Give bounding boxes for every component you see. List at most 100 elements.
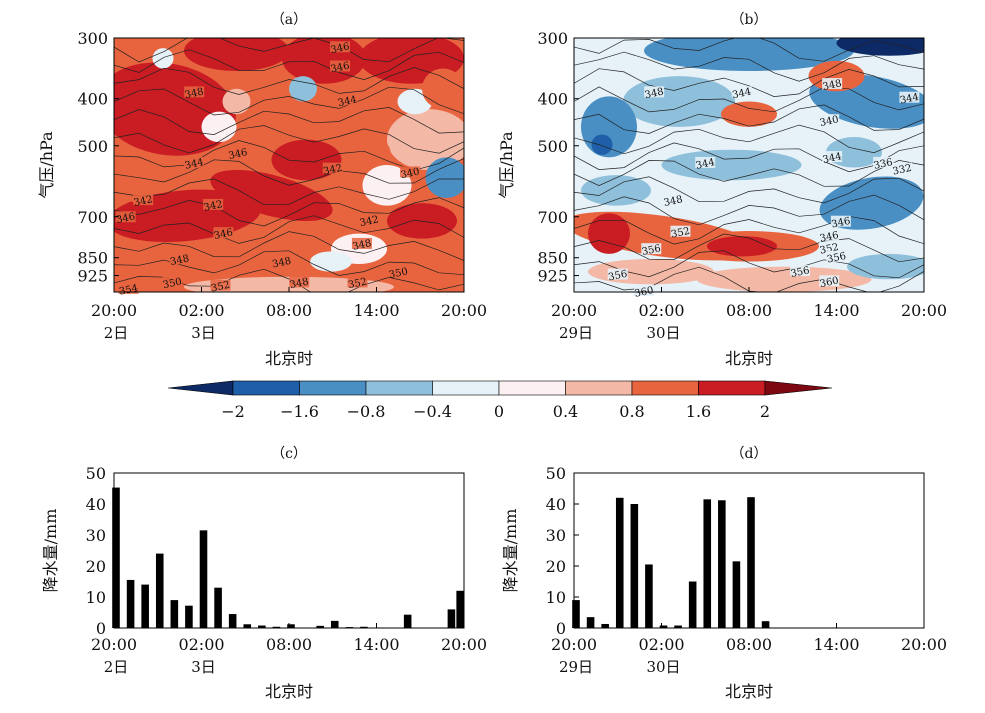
contour-label-bg (826, 250, 847, 262)
panel-a-contour-labels: 346 346 348 344 346 344 342 340 342 342 346 342 346 3… (115, 41, 421, 298)
panel-c-x-axis-title: 北京时 (265, 682, 313, 701)
contour-label-text: 344 (899, 92, 920, 107)
panel-a-contour-label: 348 (289, 276, 310, 291)
colorbar-tick-label: −2 (221, 402, 245, 421)
panel-a-contour-label: 350 (388, 266, 409, 281)
panel-b-contour-label: 344 (695, 156, 716, 172)
contour-label-text: 342 (203, 199, 224, 214)
contour-line (574, 250, 924, 279)
colorbar-segment (498, 380, 566, 396)
precip-bar (199, 530, 208, 628)
contour-label-text: 344 (731, 86, 752, 101)
contour-label-bg (359, 214, 380, 226)
contour-label-text: 346 (830, 216, 851, 231)
panel-c-label: （c） (271, 446, 307, 462)
colorbar-tick-label: −0.8 (347, 402, 386, 421)
contour-label-bg (873, 156, 894, 168)
panel-a-x-tick-label: 02:00 (178, 301, 224, 320)
panel-a-contour-label: 348 (169, 253, 190, 268)
anomaly-patch (184, 276, 394, 292)
panel-d-y-tick-label: 20 (546, 557, 566, 576)
anomaly-patch (721, 101, 777, 127)
panel-b-y-tick-label: 400 (537, 90, 568, 109)
panel-c-date-label: 3日 (191, 658, 216, 676)
contour-label-bg (210, 279, 231, 291)
contour-label-bg (400, 166, 421, 178)
panel-b-x-tick-label: 08:00 (726, 301, 772, 320)
colorbar-extend-low (167, 380, 234, 396)
colorbar-tick-label: 0.8 (619, 402, 644, 421)
contour-label-bg (899, 91, 920, 103)
panel-a-contour-label: 342 (359, 214, 380, 229)
panel-a-contour-label: 346 (330, 41, 351, 56)
panel-a-y-tick-label: 700 (77, 208, 108, 227)
panel-b-date-label: 30日 (646, 324, 680, 342)
panel-a-x-tick-label: 08:00 (266, 301, 312, 320)
contour-label-bg (607, 268, 628, 280)
precip-bar (630, 504, 639, 628)
anomaly-patch (591, 134, 613, 155)
anomaly-patch (184, 38, 289, 72)
panel-b-contour-label: 344 (731, 86, 752, 101)
colorbar-tick-label: 0 (494, 402, 504, 421)
contour-label-bg (830, 215, 851, 227)
panel-a-y-tick-label: 300 (77, 29, 108, 48)
panel-a-y-tick-label: 925 (77, 267, 108, 286)
contour-label-bg (822, 78, 843, 90)
contour-label-bg (388, 266, 409, 278)
contour-line (574, 194, 924, 226)
contour-label-bg (169, 253, 190, 265)
anomaly-patch (623, 76, 735, 127)
panel-c-x-tick-label: 02:00 (178, 635, 224, 654)
panel-c: （c） 0 10 20 30 40 50 20:00 02:00 08:00 14:00 20:00… (41, 446, 487, 701)
colorbar-segment (365, 380, 433, 396)
contour-label-bg (330, 41, 351, 53)
contour-line (574, 176, 924, 204)
precip-bar (601, 623, 609, 628)
contour-label-bg (337, 94, 358, 106)
anomaly-patch (114, 62, 236, 156)
contour-label-text: 352 (210, 280, 231, 295)
contour-line (114, 158, 464, 186)
panel-d-label: （d） (731, 446, 768, 462)
panel-d-date-label: 30日 (646, 658, 680, 676)
contour-label-bg (289, 276, 310, 288)
panel-d-y-tick-label: 0 (556, 619, 566, 638)
panel-a-contour-label: 350 (162, 276, 183, 291)
panel-b-contour-label: 356 (790, 265, 811, 280)
anomaly-patch (348, 137, 391, 168)
anomaly-patch (210, 169, 333, 221)
precip-bar (747, 497, 755, 628)
panel-a-y-axis-title: 气压/hPa (37, 131, 56, 199)
contour-line (574, 68, 924, 97)
precip-bar (170, 600, 179, 628)
panel-b-x-axis-title: 北京时 (725, 349, 773, 368)
contour-label-bg (695, 156, 716, 168)
panel-c-axes: 0 10 20 30 40 50 20:00 02:00 08:00 14:00 20:00 2日 3日… (41, 464, 487, 701)
contour-label-bg (213, 227, 234, 239)
precip-bar (287, 624, 295, 628)
panel-b-y-tick-label: 925 (537, 267, 568, 286)
precip-bar (586, 617, 595, 628)
contour-label-bg (822, 151, 843, 163)
precip-bar (688, 581, 697, 628)
colorbar: −2 −1.6 −0.8 −0.4 0 0.4 0.8 1.6 2 (167, 380, 833, 421)
contour-label-text: 344 (695, 157, 716, 172)
panel-d: （d） 0 10 20 30 40 50 20:00 02:00 08:00 14:00 20:00… (501, 446, 947, 701)
contour-label-bg (271, 255, 292, 267)
panel-b-contour-label: 348 (663, 194, 684, 209)
contour-label-bg (162, 276, 183, 288)
panel-c-x-tick-label: 20:00 (91, 635, 137, 654)
panel-b-contour-label: 348 (822, 78, 843, 93)
panel-b-x-tick-label: 02:00 (638, 301, 684, 320)
panel-a-x-tick-label: 14:00 (353, 301, 399, 320)
panel-d-y-axis-title: 降水量/mm (501, 509, 520, 593)
contour-label-text: 344 (337, 94, 358, 109)
contour-label-text: 356 (607, 269, 628, 284)
panel-d-x-tick-label: 02:00 (638, 635, 684, 654)
panel-a-contour-label: 340 (400, 166, 421, 181)
contour-label-text: 348 (663, 194, 684, 209)
contour-label-bg (118, 282, 139, 294)
